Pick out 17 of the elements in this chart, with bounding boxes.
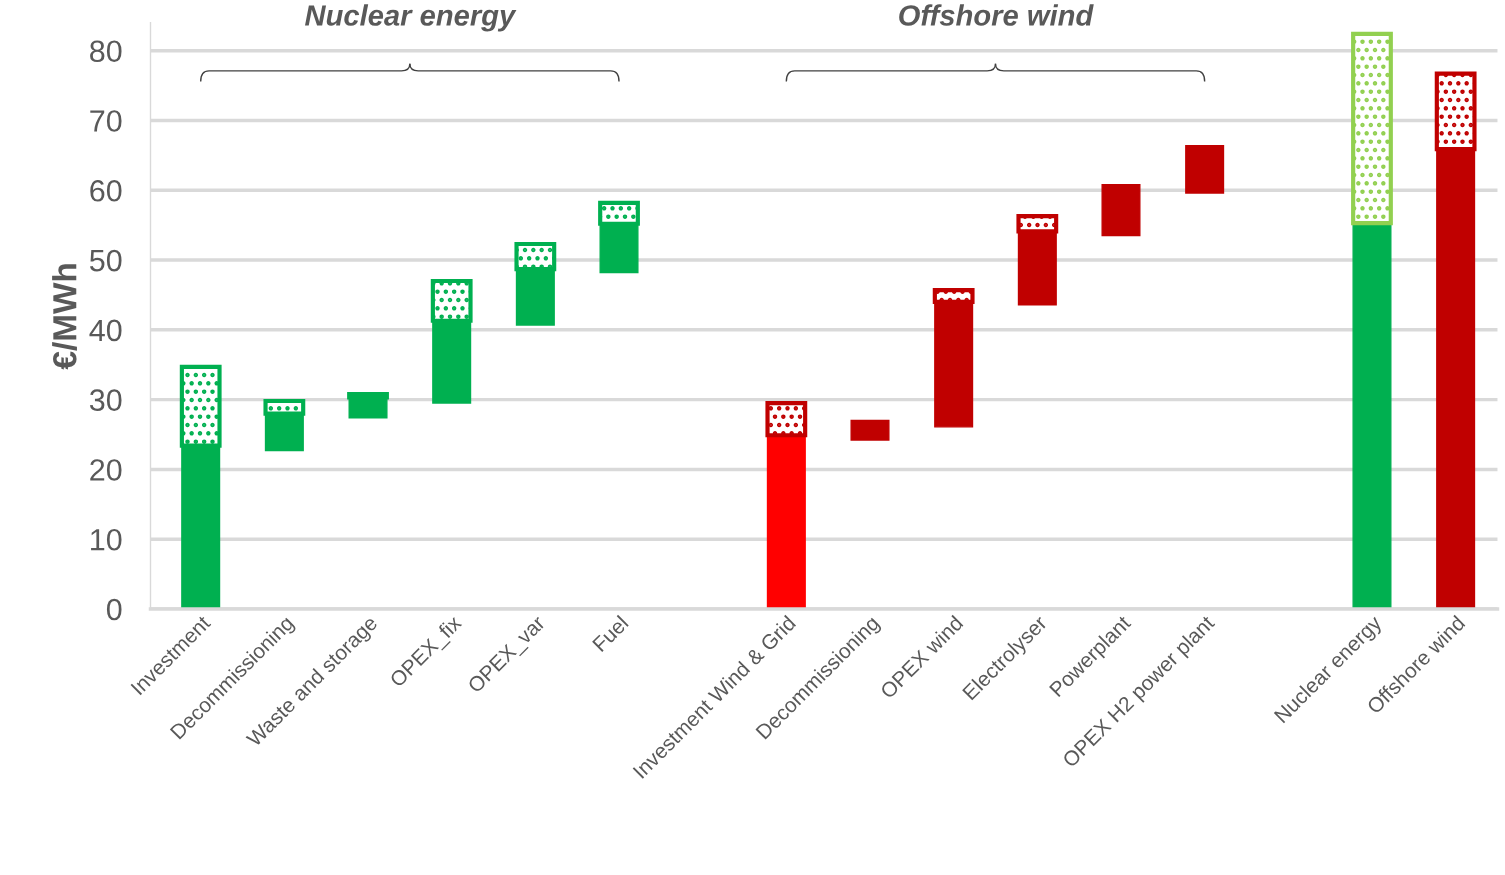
bar bbox=[1352, 222, 1392, 609]
y-tick-label: 50 bbox=[89, 249, 122, 272]
bar bbox=[850, 419, 890, 441]
bar bbox=[766, 434, 806, 609]
y-tick-label: 20 bbox=[90, 459, 122, 481]
y-tick-label: 10 bbox=[91, 528, 122, 551]
y-tick-label: 60 bbox=[90, 179, 122, 202]
y-tick-label: 40 bbox=[89, 319, 122, 342]
y-tick-label: 80 bbox=[90, 40, 122, 63]
y-axis-title: €/MWh bbox=[52, 264, 77, 370]
y-tick-label: 0 bbox=[106, 598, 122, 621]
y-tick-label: 70 bbox=[90, 110, 122, 132]
y-tick-label: 30 bbox=[89, 389, 122, 411]
bar bbox=[1185, 144, 1225, 194]
annotation: Nuclear energy bbox=[305, 4, 517, 32]
annotation: Offshore wind bbox=[899, 4, 1094, 26]
bar bbox=[1101, 183, 1141, 237]
